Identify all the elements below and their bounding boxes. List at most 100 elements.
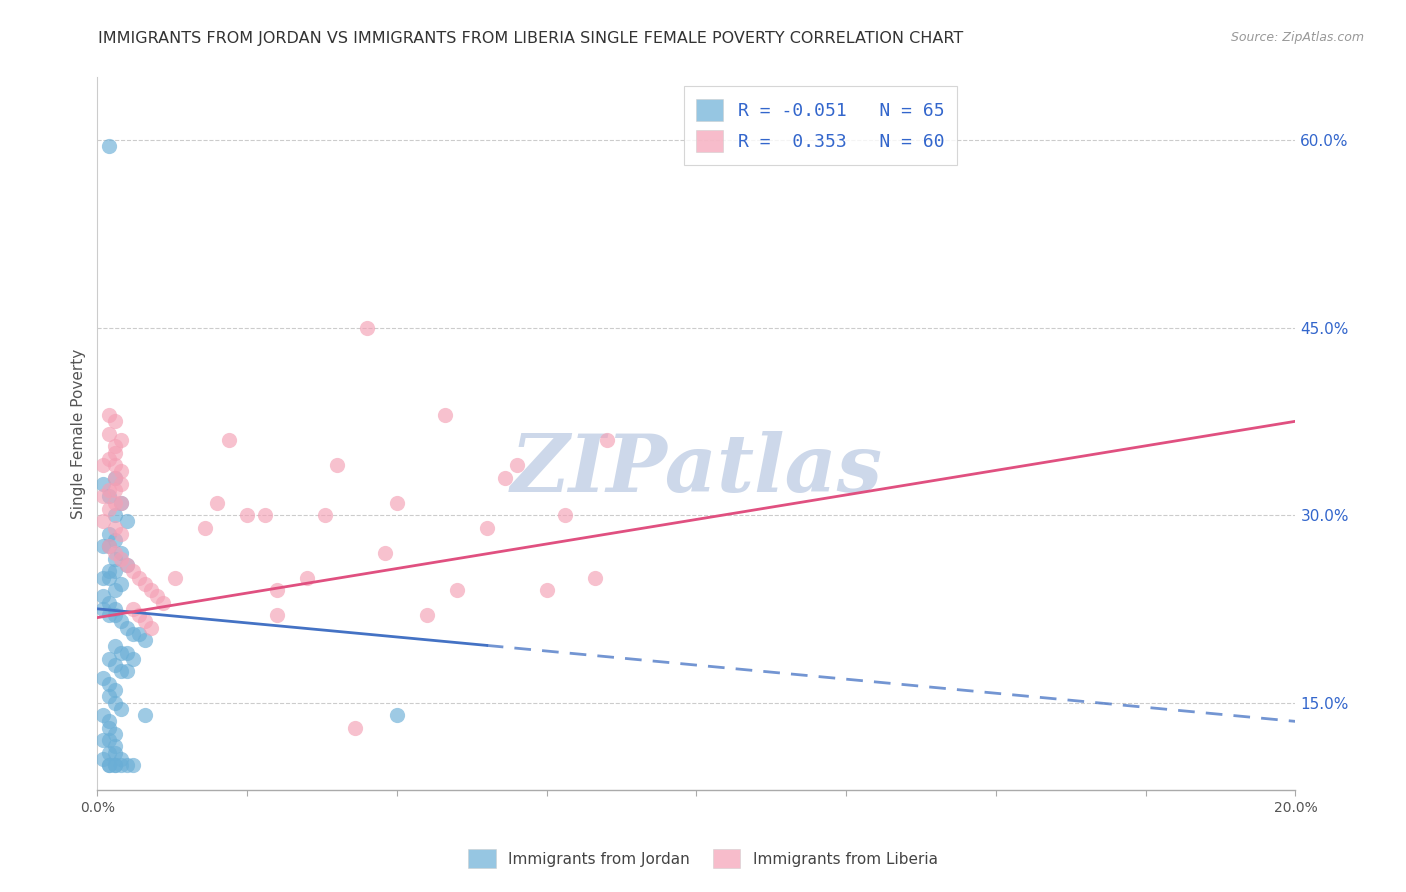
Point <box>110 752 132 766</box>
Point <box>93 752 115 766</box>
Point <box>98 714 121 729</box>
Text: Source: ZipAtlas.com: Source: ZipAtlas.com <box>1230 31 1364 45</box>
Point <box>110 702 132 716</box>
Point <box>475 520 498 534</box>
Point <box>494 470 516 484</box>
Point <box>110 758 132 772</box>
Point <box>98 652 121 666</box>
Point <box>104 470 127 484</box>
Point <box>110 495 132 509</box>
Point <box>110 495 132 509</box>
Point <box>98 526 121 541</box>
Point <box>104 602 127 616</box>
Point <box>98 451 121 466</box>
Point <box>104 414 127 428</box>
Point <box>98 565 121 579</box>
Point <box>93 571 115 585</box>
Point <box>98 426 121 441</box>
Point <box>128 571 150 585</box>
Point <box>98 746 121 760</box>
Point <box>134 615 156 629</box>
Point <box>110 464 132 478</box>
Point <box>98 489 121 503</box>
Legend: Immigrants from Jordan, Immigrants from Liberia: Immigrants from Jordan, Immigrants from … <box>461 841 945 875</box>
Point <box>117 646 139 660</box>
Point <box>104 696 127 710</box>
Point <box>98 721 121 735</box>
Point <box>117 758 139 772</box>
Point <box>295 571 318 585</box>
Point <box>98 733 121 747</box>
Point <box>104 683 127 698</box>
Point <box>98 758 121 772</box>
Point <box>98 539 121 553</box>
Point <box>93 602 115 616</box>
Point <box>117 558 139 572</box>
Point <box>93 590 115 604</box>
Point <box>554 508 576 522</box>
Point <box>104 583 127 598</box>
Text: ZIPatlas: ZIPatlas <box>510 431 883 508</box>
Point <box>110 577 132 591</box>
Point <box>104 608 127 623</box>
Point <box>104 758 127 772</box>
Point <box>93 539 115 553</box>
Point <box>98 608 121 623</box>
Point <box>104 551 127 566</box>
Point <box>98 677 121 691</box>
Point <box>110 615 132 629</box>
Point <box>98 690 121 704</box>
Point <box>128 608 150 623</box>
Point <box>110 545 132 559</box>
Point <box>104 533 127 547</box>
Point <box>236 508 259 522</box>
Point <box>254 508 277 522</box>
Point <box>446 583 468 598</box>
Point <box>218 433 240 447</box>
Point <box>104 739 127 754</box>
Point <box>104 758 127 772</box>
Y-axis label: Single Female Poverty: Single Female Poverty <box>72 349 86 519</box>
Point <box>152 596 174 610</box>
Point <box>314 508 336 522</box>
Point <box>104 495 127 509</box>
Point <box>266 583 288 598</box>
Point <box>93 476 115 491</box>
Point <box>356 320 378 334</box>
Point <box>134 577 156 591</box>
Point <box>122 565 145 579</box>
Point <box>110 433 132 447</box>
Point <box>98 539 121 553</box>
Point <box>374 545 396 559</box>
Point <box>122 627 145 641</box>
Point <box>122 758 145 772</box>
Point <box>326 458 349 472</box>
Point <box>104 565 127 579</box>
Point <box>505 458 527 472</box>
Point <box>134 708 156 723</box>
Point <box>93 489 115 503</box>
Point <box>146 590 169 604</box>
Point <box>104 727 127 741</box>
Point <box>104 483 127 497</box>
Point <box>205 495 228 509</box>
Point <box>98 501 121 516</box>
Point <box>117 514 139 528</box>
Point <box>141 583 163 598</box>
Point <box>104 445 127 459</box>
Point <box>93 458 115 472</box>
Point <box>433 408 456 422</box>
Point <box>122 602 145 616</box>
Point <box>93 514 115 528</box>
Point <box>266 608 288 623</box>
Point <box>98 596 121 610</box>
Point <box>117 665 139 679</box>
Legend: R = -0.051   N = 65, R =  0.353   N = 60: R = -0.051 N = 65, R = 0.353 N = 60 <box>683 87 957 165</box>
Point <box>343 721 366 735</box>
Point <box>110 646 132 660</box>
Point <box>104 508 127 522</box>
Point <box>98 483 121 497</box>
Point <box>98 758 121 772</box>
Point <box>110 476 132 491</box>
Point <box>104 470 127 484</box>
